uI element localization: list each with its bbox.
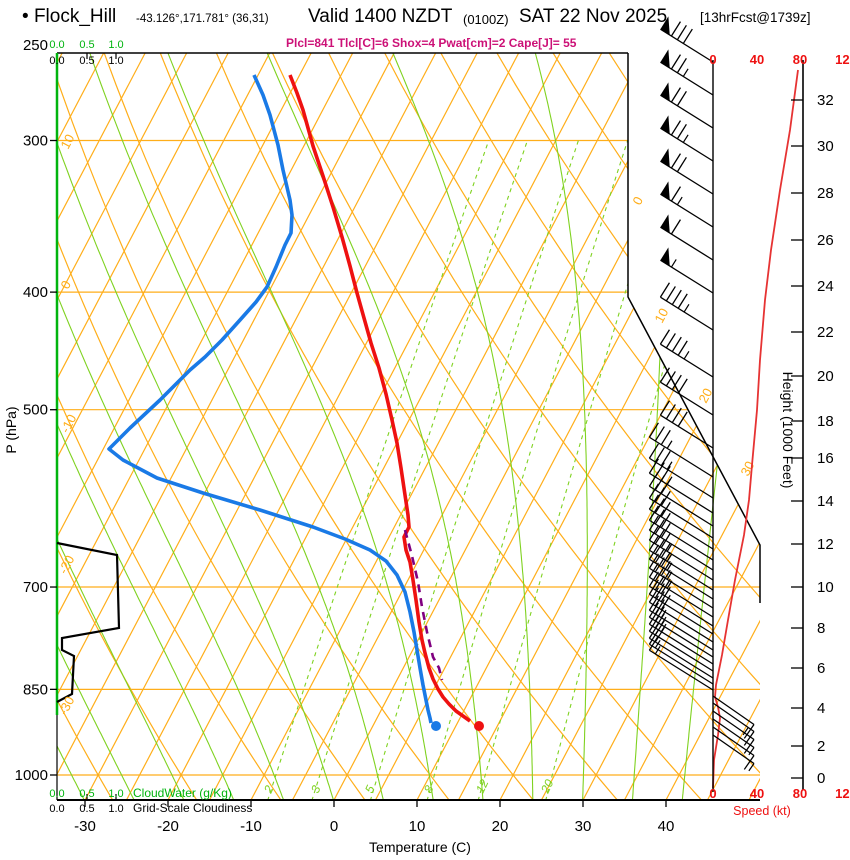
- svg-text:2: 2: [261, 783, 277, 796]
- plot-frame: [55, 52, 761, 801]
- bullet-icon: •: [22, 6, 29, 27]
- svg-text:300: 300: [23, 133, 48, 150]
- cloud-layer-outline: [56, 541, 121, 703]
- svg-text:30: 30: [575, 818, 592, 835]
- svg-text:0: 0: [57, 278, 74, 291]
- svg-text:500: 500: [23, 402, 48, 419]
- surface-temperature-dot: [474, 721, 484, 731]
- svg-text:10: 10: [651, 306, 671, 326]
- svg-text:10: 10: [57, 132, 77, 152]
- svg-text:400: 400: [23, 284, 48, 301]
- svg-text:80: 80: [793, 52, 807, 67]
- valid-time: Valid 1400 NZDT: [308, 6, 453, 27]
- svg-text:0: 0: [817, 770, 825, 787]
- svg-text:28: 28: [817, 185, 834, 202]
- wind-speed-profile: [712, 69, 799, 789]
- svg-text:1000: 1000: [15, 767, 48, 784]
- svg-text:-30: -30: [74, 818, 96, 835]
- forecast-info: [13hrFcst@1739z]: [700, 10, 811, 25]
- dewpoint-trace: [107, 74, 433, 724]
- svg-text:20: 20: [695, 386, 715, 406]
- grid-lines: [57, 53, 760, 800]
- svg-text:4: 4: [817, 700, 825, 717]
- wind-barbs: [648, 16, 755, 772]
- svg-text:16: 16: [817, 450, 834, 467]
- svg-text:0.5: 0.5: [79, 788, 94, 800]
- svg-text:0.5: 0.5: [79, 39, 94, 51]
- svg-text:Height (1000 Feet): Height (1000 Feet): [780, 372, 796, 489]
- parcel-path: [403, 529, 444, 681]
- svg-text:22: 22: [817, 324, 834, 341]
- svg-text:700: 700: [23, 579, 48, 596]
- svg-text:40: 40: [658, 818, 675, 835]
- svg-text:Grid-Scale Cloudiness: Grid-Scale Cloudiness: [133, 801, 252, 815]
- svg-text:120: 120: [835, 52, 850, 67]
- svg-text:40: 40: [750, 52, 764, 67]
- svg-text:18: 18: [817, 413, 834, 430]
- svg-text:20: 20: [492, 818, 509, 835]
- temperature-axis: -30 -20 -10 0 10 20 30 40 Temperature (C): [74, 800, 674, 855]
- svg-text:P (hPa): P (hPa): [3, 406, 19, 453]
- svg-text:2: 2: [817, 738, 825, 755]
- svg-text:20: 20: [817, 368, 834, 385]
- svg-text:Speed (kt): Speed (kt): [733, 804, 791, 818]
- svg-text:0.0: 0.0: [49, 803, 64, 815]
- cloud-scales: 0.0 0.0 0.0 0.0 0.5 0.5 0.5 0.5 1.0 1.0 1.0 1.0 Clou…: [49, 39, 252, 815]
- svg-text:32: 32: [817, 92, 834, 109]
- svg-text:120: 120: [835, 786, 850, 801]
- svg-text:Temperature (C): Temperature (C): [369, 839, 471, 855]
- pressure-axis: 250 300 400 500 700 850 1000 P (hPa): [3, 37, 57, 784]
- svg-text:12: 12: [817, 536, 834, 553]
- svg-text:850: 850: [23, 681, 48, 698]
- svg-text:24: 24: [817, 278, 834, 295]
- mixing-ratio-labels: 2 3 5 8 12 20: [261, 777, 557, 796]
- temperature-trace: [288, 74, 472, 723]
- svg-text:1.0: 1.0: [108, 55, 123, 67]
- svg-text:30: 30: [817, 138, 834, 155]
- svg-text:1.0: 1.0: [108, 803, 123, 815]
- svg-text:10: 10: [409, 818, 426, 835]
- valid-time-utc: (0100Z): [463, 12, 509, 27]
- svg-text:1.0: 1.0: [108, 39, 123, 51]
- svg-text:-20: -20: [55, 553, 77, 577]
- svg-text:12: 12: [473, 777, 491, 795]
- station-name: Flock_Hill: [33, 6, 117, 27]
- svg-text:6: 6: [817, 660, 825, 677]
- svg-text:0.5: 0.5: [79, 803, 94, 815]
- svg-text:-30: -30: [55, 694, 77, 718]
- svg-text:20: 20: [538, 777, 557, 796]
- svg-text:26: 26: [817, 232, 834, 249]
- svg-text:0.0: 0.0: [49, 39, 64, 51]
- svg-text:0: 0: [709, 52, 716, 67]
- svg-text:40: 40: [750, 786, 764, 801]
- svg-text:30: 30: [737, 459, 757, 479]
- svg-text:-20: -20: [157, 818, 179, 835]
- svg-text:10: 10: [817, 579, 834, 596]
- svg-text:-10: -10: [240, 818, 262, 835]
- svg-text:14: 14: [817, 493, 834, 510]
- svg-text:8: 8: [817, 620, 825, 637]
- svg-text:0: 0: [330, 818, 338, 835]
- valid-date: SAT 22 Nov 2025: [519, 6, 668, 27]
- svg-text:0.0: 0.0: [49, 788, 64, 800]
- svg-text:CloudWater (g/Kg): CloudWater (g/Kg): [133, 786, 232, 800]
- svg-text:0: 0: [709, 786, 716, 801]
- svg-text:8: 8: [421, 783, 437, 795]
- svg-text:1.0: 1.0: [108, 788, 123, 800]
- station-coordinates: -43.126°,171.781° (36,31): [136, 13, 269, 25]
- svg-text:80: 80: [793, 786, 807, 801]
- svg-text:0.5: 0.5: [79, 55, 94, 67]
- surface-dewpoint-dot: [431, 721, 441, 731]
- svg-text:250: 250: [23, 37, 48, 54]
- page-title: • Flock_Hill: [22, 6, 116, 28]
- speed-axis: 0408012004080120Speed (kt): [709, 52, 850, 818]
- svg-text:0.0: 0.0: [49, 55, 64, 67]
- svg-text:0: 0: [629, 194, 646, 207]
- stability-indices: Plcl=841 Tlcl[C]=6 Shox=4 Pwat[cm]=2 Cap…: [286, 36, 577, 50]
- svg-text:3: 3: [308, 783, 324, 795]
